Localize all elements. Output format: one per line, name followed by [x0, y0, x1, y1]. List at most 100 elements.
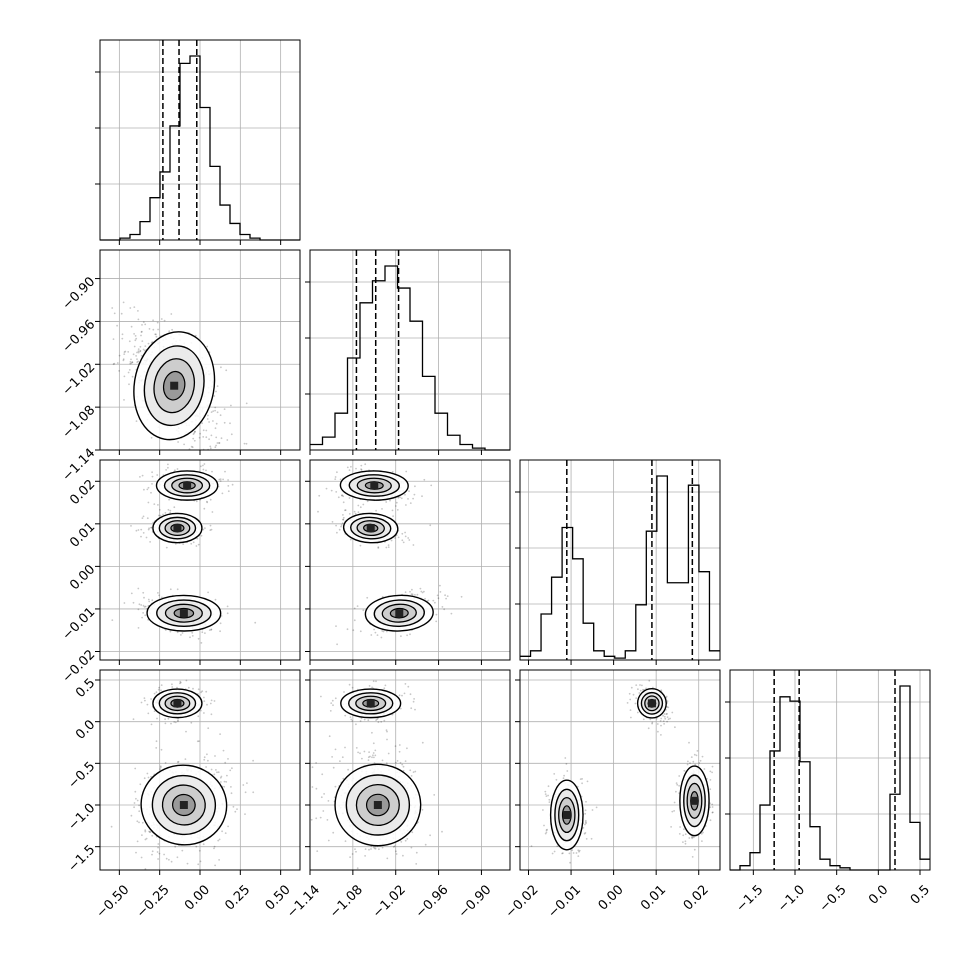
y-tick-label: −0.5	[65, 759, 98, 792]
scatter-point	[381, 759, 384, 762]
scatter-point	[694, 763, 697, 766]
scatter-point	[174, 543, 177, 545]
scatter-point	[409, 769, 412, 772]
scatter-point	[198, 740, 200, 742]
scatter-point	[148, 830, 151, 833]
scatter-point	[386, 730, 388, 733]
panel-background	[730, 670, 930, 870]
scatter-point	[412, 771, 415, 773]
scatter-point	[411, 593, 414, 596]
scatter-point	[327, 800, 330, 802]
scatter-point	[356, 867, 359, 870]
scatter-point	[423, 590, 425, 593]
x-tick-label: 0.00	[182, 882, 213, 913]
scatter-point	[196, 537, 199, 540]
scatter-point	[131, 361, 134, 364]
scatter-point	[151, 471, 154, 474]
scatter-point	[657, 730, 659, 733]
scatter-point	[427, 599, 430, 602]
scatter-point	[682, 841, 684, 843]
panel-scatter-0-2: −0.02−0.010.000.010.02	[60, 459, 301, 686]
scatter-point	[143, 488, 145, 491]
scatter-point	[220, 775, 223, 778]
scatter-point	[153, 503, 156, 505]
scatter-point	[138, 821, 140, 824]
scatter-point	[205, 766, 208, 768]
scatter-point	[170, 313, 173, 315]
scatter-point	[141, 324, 143, 326]
scatter-point	[236, 808, 238, 810]
panel-border	[309, 249, 511, 451]
scatter-point	[130, 325, 133, 328]
scatter-point	[363, 750, 366, 753]
scatter-point	[404, 839, 407, 842]
scatter-point	[352, 629, 355, 632]
scatter-point	[210, 628, 213, 631]
scatter-point	[145, 536, 148, 539]
scatter-point	[179, 680, 182, 683]
scatter-point	[225, 781, 228, 783]
scatter-point	[205, 469, 207, 472]
scatter-point	[203, 700, 206, 702]
scatter-point	[195, 845, 198, 848]
scatter-point	[584, 823, 586, 826]
scatter-point	[176, 468, 179, 470]
scatter-point	[406, 838, 409, 840]
scatter-point	[637, 688, 639, 691]
scatter-point	[334, 478, 337, 480]
scatter-point	[409, 590, 411, 593]
scatter-point	[311, 786, 314, 788]
scatter-point	[122, 358, 125, 361]
scatter-point	[581, 778, 583, 780]
scatter-point	[344, 840, 347, 842]
scatter-point	[191, 631, 194, 634]
scatter-point	[121, 333, 124, 336]
scatter-point	[219, 733, 222, 735]
scatter-point	[146, 488, 149, 491]
scatter-point	[367, 719, 370, 722]
scatter-point	[226, 605, 229, 608]
scatter-point	[424, 843, 427, 846]
scatter-point	[197, 637, 200, 640]
scatter-point	[342, 495, 345, 498]
scatter-point	[215, 436, 218, 439]
scatter-point	[191, 635, 194, 637]
scatter-point	[391, 509, 394, 512]
scatter-point	[375, 509, 377, 512]
scatter-point	[375, 719, 377, 721]
scatter-point	[674, 726, 676, 729]
scatter-point	[678, 833, 681, 835]
scatter-point	[205, 429, 208, 432]
scatter-point	[149, 541, 152, 543]
scatter-point	[160, 748, 163, 751]
scatter-point	[341, 522, 344, 525]
scatter-point	[630, 716, 632, 719]
scatter-point	[159, 514, 162, 517]
scatter-point	[711, 806, 714, 808]
x-tick-label: −1.14	[284, 882, 323, 921]
scatter-point	[132, 601, 135, 604]
scatter-point	[219, 630, 222, 633]
scatter-point	[331, 699, 334, 702]
scatter-point	[318, 494, 321, 497]
scatter-point	[111, 307, 114, 309]
scatter-point	[150, 723, 153, 726]
scatter-point	[177, 720, 179, 723]
scatter-point	[675, 782, 678, 784]
y-tick-label: −0.96	[60, 317, 99, 356]
scatter-point	[136, 358, 138, 361]
scatter-point	[690, 756, 693, 758]
scatter-point	[584, 812, 587, 815]
scatter-point	[350, 718, 353, 721]
scatter-point	[138, 810, 141, 813]
scatter-point	[416, 593, 419, 596]
scatter-point	[195, 500, 198, 503]
scatter-point	[142, 591, 145, 594]
density-peak	[562, 811, 571, 819]
scatter-point	[372, 680, 375, 683]
x-tick-label: −0.96	[413, 882, 452, 921]
scatter-point	[360, 468, 362, 471]
scatter-point	[123, 602, 126, 604]
scatter-point	[167, 466, 169, 469]
